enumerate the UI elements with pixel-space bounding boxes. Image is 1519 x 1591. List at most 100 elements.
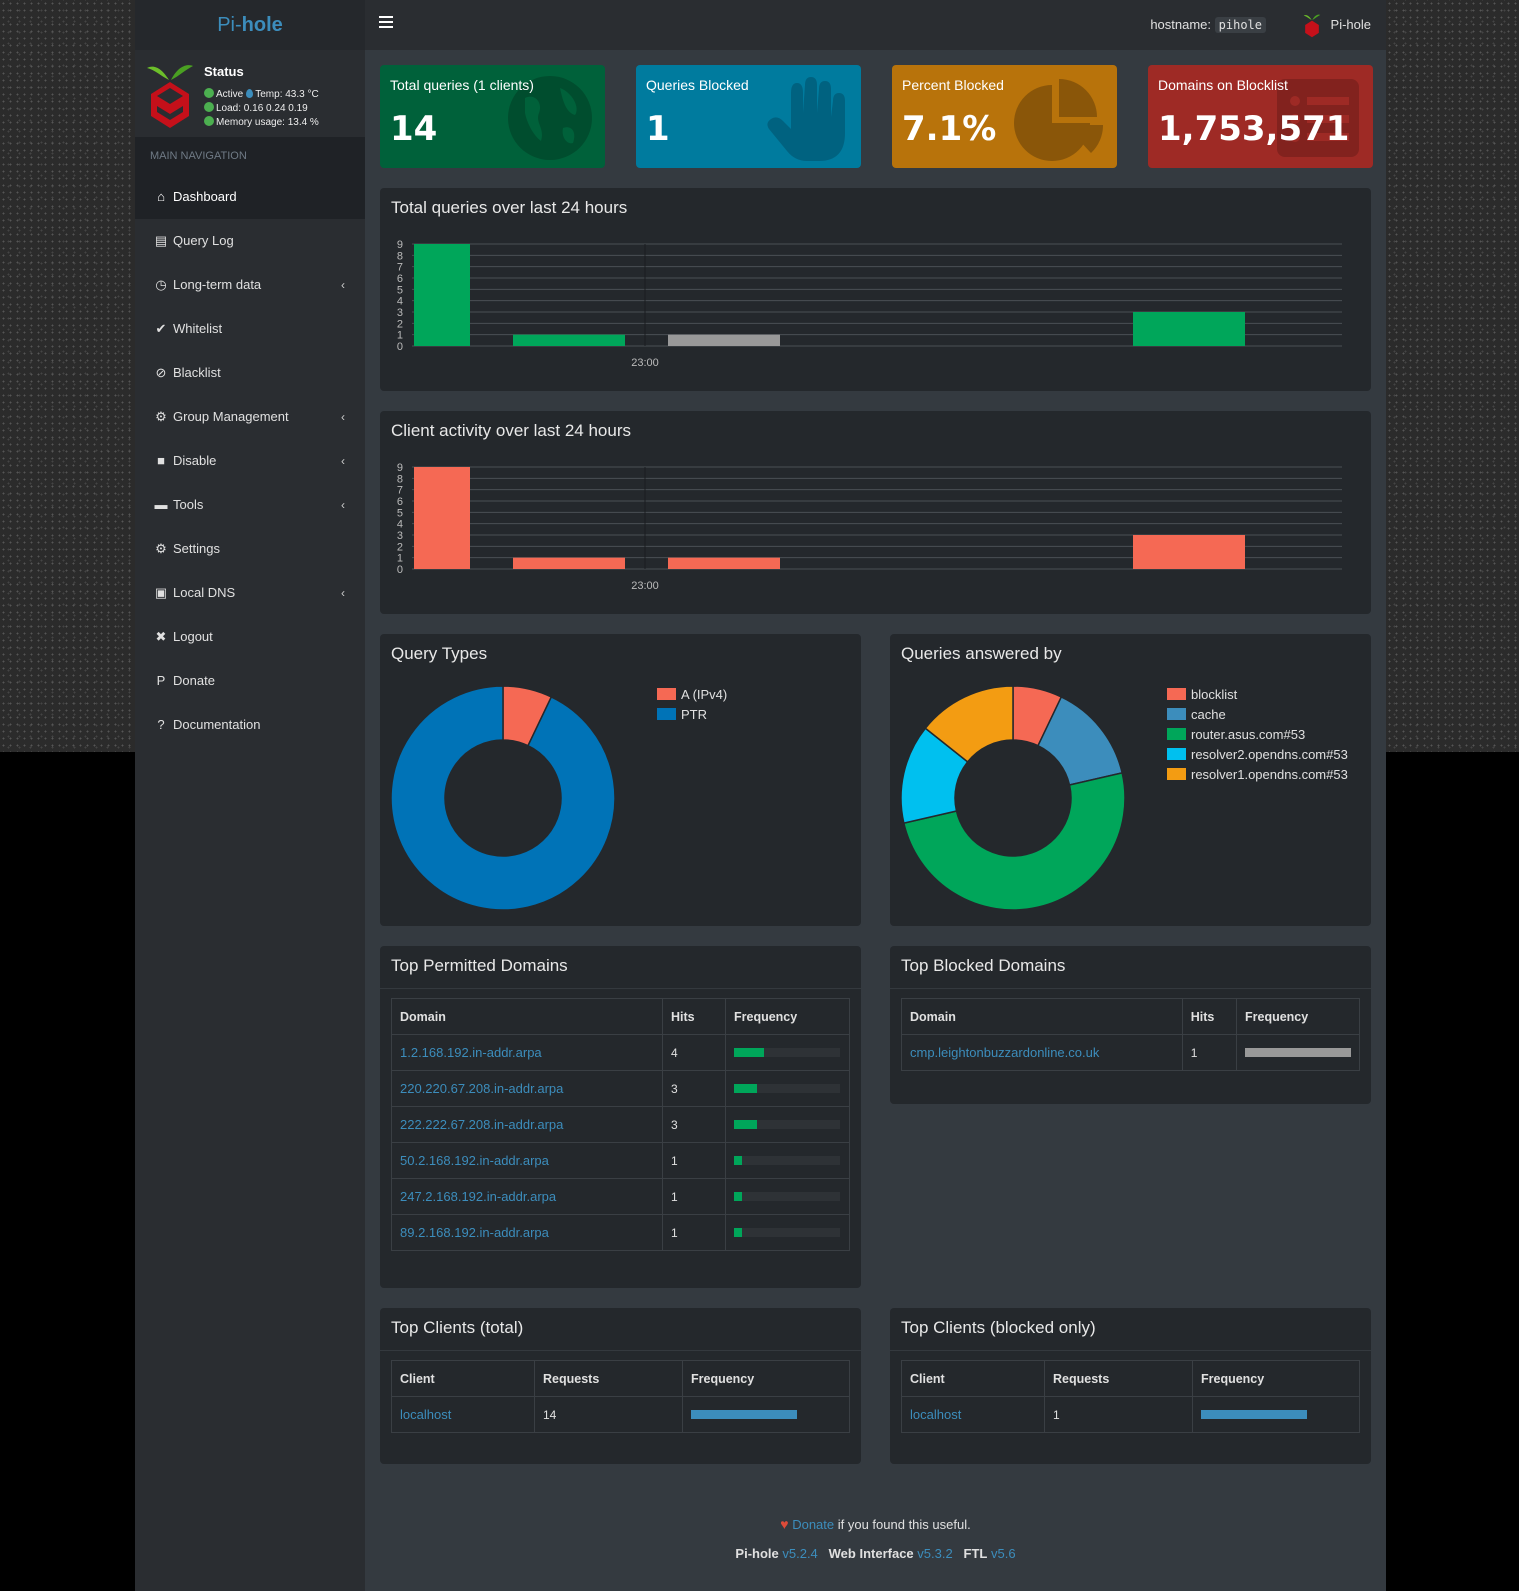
sidebar-item-tools[interactable]: ▬ Tools ‹ bbox=[135, 483, 365, 527]
forward-destination-slice[interactable] bbox=[902, 771, 1126, 911]
memory-status-icon bbox=[204, 116, 214, 126]
queries-over-time-title: Total queries over last 24 hours bbox=[391, 198, 628, 217]
table-row: 89.2.168.192.in-addr.arpa 1 bbox=[391, 1214, 850, 1251]
clients-bar[interactable] bbox=[1133, 535, 1245, 569]
user-menu[interactable]: Pi-hole bbox=[1330, 17, 1371, 32]
legend-item[interactable]: resolver1.opendns.com#53 bbox=[1167, 767, 1348, 782]
domains-blocklist-value: 1,753,571 bbox=[1158, 109, 1350, 149]
frequency-bar-fill bbox=[734, 1192, 742, 1201]
status-temp: Temp: 43.3 °C bbox=[255, 89, 319, 100]
frequency-bar-fill bbox=[734, 1228, 742, 1237]
domain-link[interactable]: 222.222.67.208.in-addr.arpa bbox=[400, 1117, 564, 1132]
brand-logo-text[interactable]: Pi-hole bbox=[135, 0, 365, 50]
sidebar-item-blacklist[interactable]: ⊘ Blacklist bbox=[135, 351, 365, 395]
sidebar-item-disable[interactable]: ■ Disable ‹ bbox=[135, 439, 365, 483]
col-client[interactable]: Client bbox=[901, 1360, 1045, 1397]
query-type-slice[interactable] bbox=[390, 685, 616, 911]
users-cog-icon: ⚙ bbox=[155, 409, 167, 424]
queries-bar[interactable] bbox=[1133, 312, 1245, 346]
col-hits[interactable]: Hits bbox=[662, 998, 726, 1035]
col-domain[interactable]: Domain bbox=[391, 998, 663, 1035]
web-version-link[interactable]: v5.3.2 bbox=[917, 1546, 953, 1561]
cell-hits: 3 bbox=[662, 1106, 726, 1143]
sidebar-toggle-icon[interactable] bbox=[379, 16, 393, 28]
cell-requests: 14 bbox=[534, 1396, 683, 1433]
clients-bar[interactable] bbox=[513, 557, 625, 569]
sidebar-item-logout[interactable]: ✖ Logout bbox=[135, 615, 365, 659]
col-requests[interactable]: Requests bbox=[534, 1360, 683, 1397]
col-hits[interactable]: Hits bbox=[1181, 998, 1238, 1035]
legend-item[interactable]: resolver2.opendns.com#53 bbox=[1167, 747, 1348, 762]
col-requests[interactable]: Requests bbox=[1044, 1360, 1193, 1397]
cell-frequency bbox=[725, 1178, 850, 1215]
clients-bar[interactable] bbox=[414, 467, 470, 569]
chevron-left-icon: ‹ bbox=[341, 498, 345, 512]
legend-item[interactable]: router.asus.com#53 bbox=[1167, 727, 1305, 742]
sidebar-item-label: Group Management bbox=[173, 409, 289, 424]
domain-link[interactable]: 89.2.168.192.in-addr.arpa bbox=[400, 1225, 549, 1240]
y-tick-label: 3 bbox=[397, 530, 403, 542]
sidebar-item-label: Blacklist bbox=[173, 365, 221, 380]
legend-item[interactable]: cache bbox=[1167, 707, 1226, 722]
sidebar-item-whitelist[interactable]: ✔ Whitelist bbox=[135, 307, 365, 351]
queries-bar[interactable] bbox=[513, 334, 625, 346]
sidebar-item-local-dns[interactable]: ▣ Local DNS ‹ bbox=[135, 571, 365, 615]
sidebar-item-donate[interactable]: P Donate bbox=[135, 659, 365, 703]
table-row: localhost 14 bbox=[391, 1396, 850, 1433]
col-client[interactable]: Client bbox=[391, 1360, 535, 1397]
sidebar-item-long-term-data[interactable]: ◷ Long-term data ‹ bbox=[135, 263, 365, 307]
domains-blocklist-box: Domains on Blocklist 1,753,571 bbox=[1148, 65, 1373, 168]
legend-item[interactable]: A (IPv4) bbox=[657, 687, 727, 702]
percent-blocked-box: Percent Blocked 7.1% bbox=[892, 65, 1117, 168]
user-avatar-icon[interactable] bbox=[1303, 12, 1321, 38]
legend-label: router.asus.com#53 bbox=[1191, 727, 1306, 742]
col-frequency[interactable]: Frequency bbox=[682, 1360, 850, 1397]
col-domain[interactable]: Domain bbox=[901, 998, 1183, 1035]
table-row: 247.2.168.192.in-addr.arpa 1 bbox=[391, 1178, 850, 1215]
sidebar-item-dashboard[interactable]: ⌂ Dashboard bbox=[135, 175, 365, 219]
frequency-bar bbox=[734, 1228, 840, 1237]
col-frequency[interactable]: Frequency bbox=[1236, 998, 1360, 1035]
cell-domain: 1.2.168.192.in-addr.arpa bbox=[391, 1034, 663, 1071]
domain-link[interactable]: 247.2.168.192.in-addr.arpa bbox=[400, 1189, 557, 1204]
sidebar-item-query-log[interactable]: ▤ Query Log bbox=[135, 219, 365, 263]
top-blocked-box: Top Blocked Domains Domain Hits Frequenc… bbox=[890, 946, 1371, 1104]
col-frequency[interactable]: Frequency bbox=[725, 998, 850, 1035]
col-frequency[interactable]: Frequency bbox=[1192, 1360, 1360, 1397]
sidebar-item-group-management[interactable]: ⚙ Group Management ‹ bbox=[135, 395, 365, 439]
domain-link[interactable]: 1.2.168.192.in-addr.arpa bbox=[400, 1045, 542, 1060]
domain-link[interactable]: 50.2.168.192.in-addr.arpa bbox=[400, 1153, 549, 1168]
clients-bar[interactable] bbox=[668, 557, 780, 569]
forward-destination-slice[interactable] bbox=[924, 685, 1014, 763]
domain-link[interactable]: cmp.leightonbuzzardonline.co.uk bbox=[910, 1045, 1100, 1060]
donate-link[interactable]: Donate bbox=[792, 1517, 835, 1532]
cogs-icon: ⚙ bbox=[155, 541, 167, 556]
ftl-version-link[interactable]: v5.6 bbox=[991, 1546, 1016, 1561]
query-types-box: Query Types A (IPv4) PTR bbox=[380, 634, 861, 926]
table-row: 222.222.67.208.in-addr.arpa 3 bbox=[391, 1106, 850, 1143]
client-link[interactable]: localhost bbox=[910, 1407, 962, 1422]
sidebar-item-label: Donate bbox=[173, 673, 215, 688]
cell-hits: 1 bbox=[662, 1178, 726, 1215]
legend-swatch bbox=[1167, 768, 1186, 780]
pihole-version-link[interactable]: v5.2.4 bbox=[782, 1546, 818, 1561]
sidebar: Pi-hole Status Active Temp: 43.3 °C Load:… bbox=[135, 0, 365, 1591]
sidebar-item-documentation[interactable]: ? Documentation bbox=[135, 703, 365, 747]
question-circle-icon: ? bbox=[157, 717, 165, 732]
status-active: Active bbox=[216, 89, 244, 100]
domain-link[interactable]: 220.220.67.208.in-addr.arpa bbox=[400, 1081, 564, 1096]
legend-item[interactable]: PTR bbox=[657, 707, 707, 722]
queries-bar[interactable] bbox=[668, 334, 780, 346]
sidebar-item-settings[interactable]: ⚙ Settings bbox=[135, 527, 365, 571]
queries-bar[interactable] bbox=[414, 244, 470, 346]
client-link[interactable]: localhost bbox=[400, 1407, 452, 1422]
query-types-title: Query Types bbox=[391, 644, 488, 663]
table-row: localhost 1 bbox=[901, 1396, 1360, 1433]
legend-label: resolver1.opendns.com#53 bbox=[1191, 767, 1348, 782]
active-status-icon bbox=[204, 88, 214, 98]
legend-item[interactable]: blocklist bbox=[1167, 687, 1237, 702]
y-tick-label: 0 bbox=[397, 341, 403, 353]
y-tick-label: 3 bbox=[397, 307, 403, 319]
hostname-label: hostname: bbox=[1150, 17, 1212, 32]
